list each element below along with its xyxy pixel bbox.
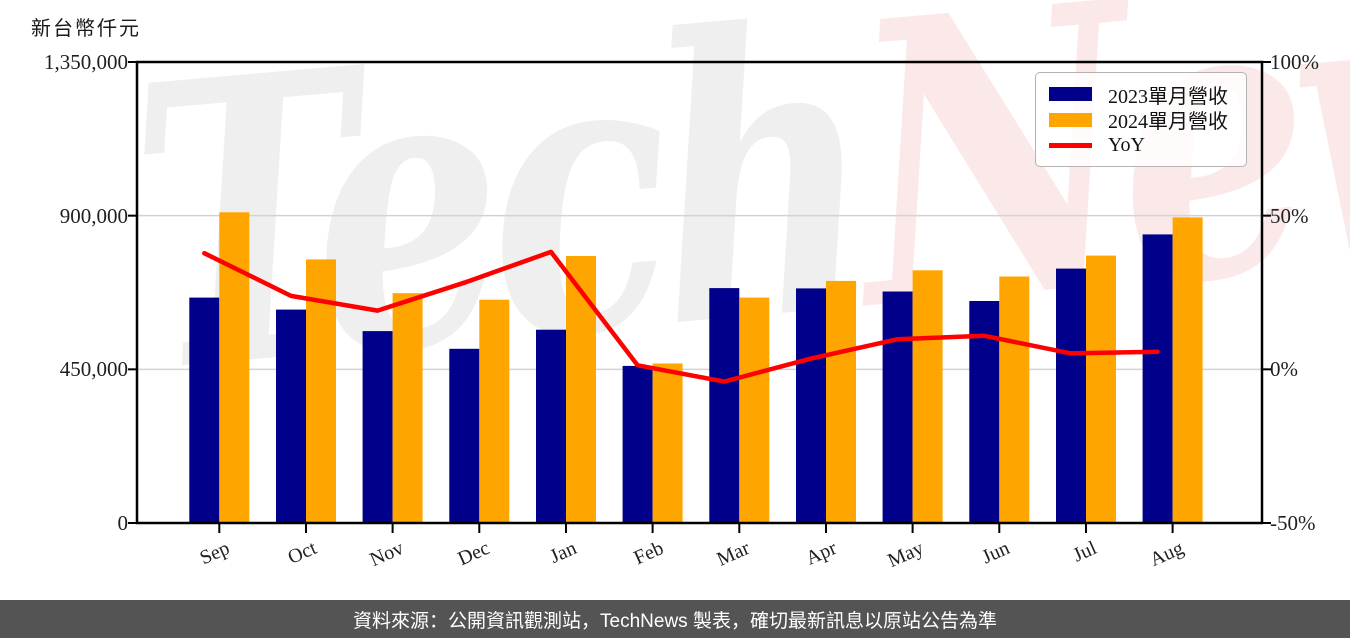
right-axis-label-0%: 0% — [1270, 357, 1298, 382]
bar-2024單月營收-Apr — [826, 280, 856, 523]
right-axis-label--50%: -50% — [1270, 511, 1316, 535]
bar-2023單月營收-Jul — [1056, 268, 1086, 523]
y-axis-label-1,350,000: 1,350,000 — [44, 50, 128, 74]
y-axis-label-450,000: 450,000 — [59, 357, 128, 382]
legend-label-2024: 2024單月營收 — [1108, 111, 1228, 133]
right-axis-label-50%: 50% — [1270, 203, 1309, 228]
right-axis-label-100%: 100% — [1270, 50, 1319, 74]
legend-item-2023: 2023單月營收 — [1049, 82, 1233, 108]
bar-2023單月營收-Nov — [362, 331, 393, 523]
chart-plot-area — [128, 60, 1271, 533]
legend-label-2023: 2023單月營收 — [1108, 85, 1228, 108]
bar-2024單月營收-Dec — [479, 299, 510, 523]
legend-swatch-2023 — [1049, 87, 1092, 101]
legend-item-yoy: YoY — [1049, 133, 1233, 157]
source-footer-bar: 資料來源：公開資訊觀測站，TechNews 製表，確切最新訊息以原站公告為準 — [0, 600, 1350, 638]
bar-2024單月營收-Mar — [739, 297, 770, 523]
legend-label-yoy: YoY — [1108, 133, 1145, 156]
source-footer-text: 資料來源：公開資訊觀測站，TechNews 製表，確切最新訊息以原站公告為準 — [353, 610, 997, 632]
bar-2023單月營收-May — [882, 291, 913, 523]
bar-2024單月營收-May — [912, 270, 943, 523]
y-axis-label-0: 0 — [117, 511, 129, 535]
legend-swatch-2024 — [1049, 112, 1092, 127]
legend-item-2024: 2024單月營收 — [1049, 108, 1233, 133]
bar-2023單月營收-Sep — [189, 297, 220, 523]
yoy-line — [202, 249, 1160, 384]
bar-2023單月營收-Mar — [709, 288, 740, 523]
chart-legend: 2023單月營收 2024單月營收 YoY — [1035, 72, 1247, 167]
bar-2023單月營收-Feb — [622, 365, 653, 523]
y-axis-label-900,000: 900,000 — [59, 203, 128, 228]
bar-2024單月營收-Nov — [392, 293, 423, 523]
bar-2024單月營收-Jan — [566, 256, 596, 523]
bar-2023單月營收-Oct — [276, 309, 306, 523]
bar-2023單月營收-Dec — [449, 348, 480, 523]
legend-swatch-yoy-line — [1049, 142, 1092, 148]
bar-2024單月營收-Aug — [1172, 217, 1203, 523]
bar-2023單月營收-Aug — [1142, 234, 1173, 523]
bar-2024單月營收-Jul — [1086, 255, 1116, 523]
bar-2024單月營收-Jun — [999, 276, 1030, 523]
plot-border — [135, 60, 1264, 525]
bar-2024單月營收-Feb — [652, 363, 683, 523]
bar-2023單月營收-Apr — [796, 288, 826, 523]
bar-2023單月營收-Jan — [536, 329, 566, 523]
bar-2024單月營收-Sep — [219, 212, 250, 524]
left-axis-unit-label: 新台幣仟元 — [31, 18, 141, 40]
